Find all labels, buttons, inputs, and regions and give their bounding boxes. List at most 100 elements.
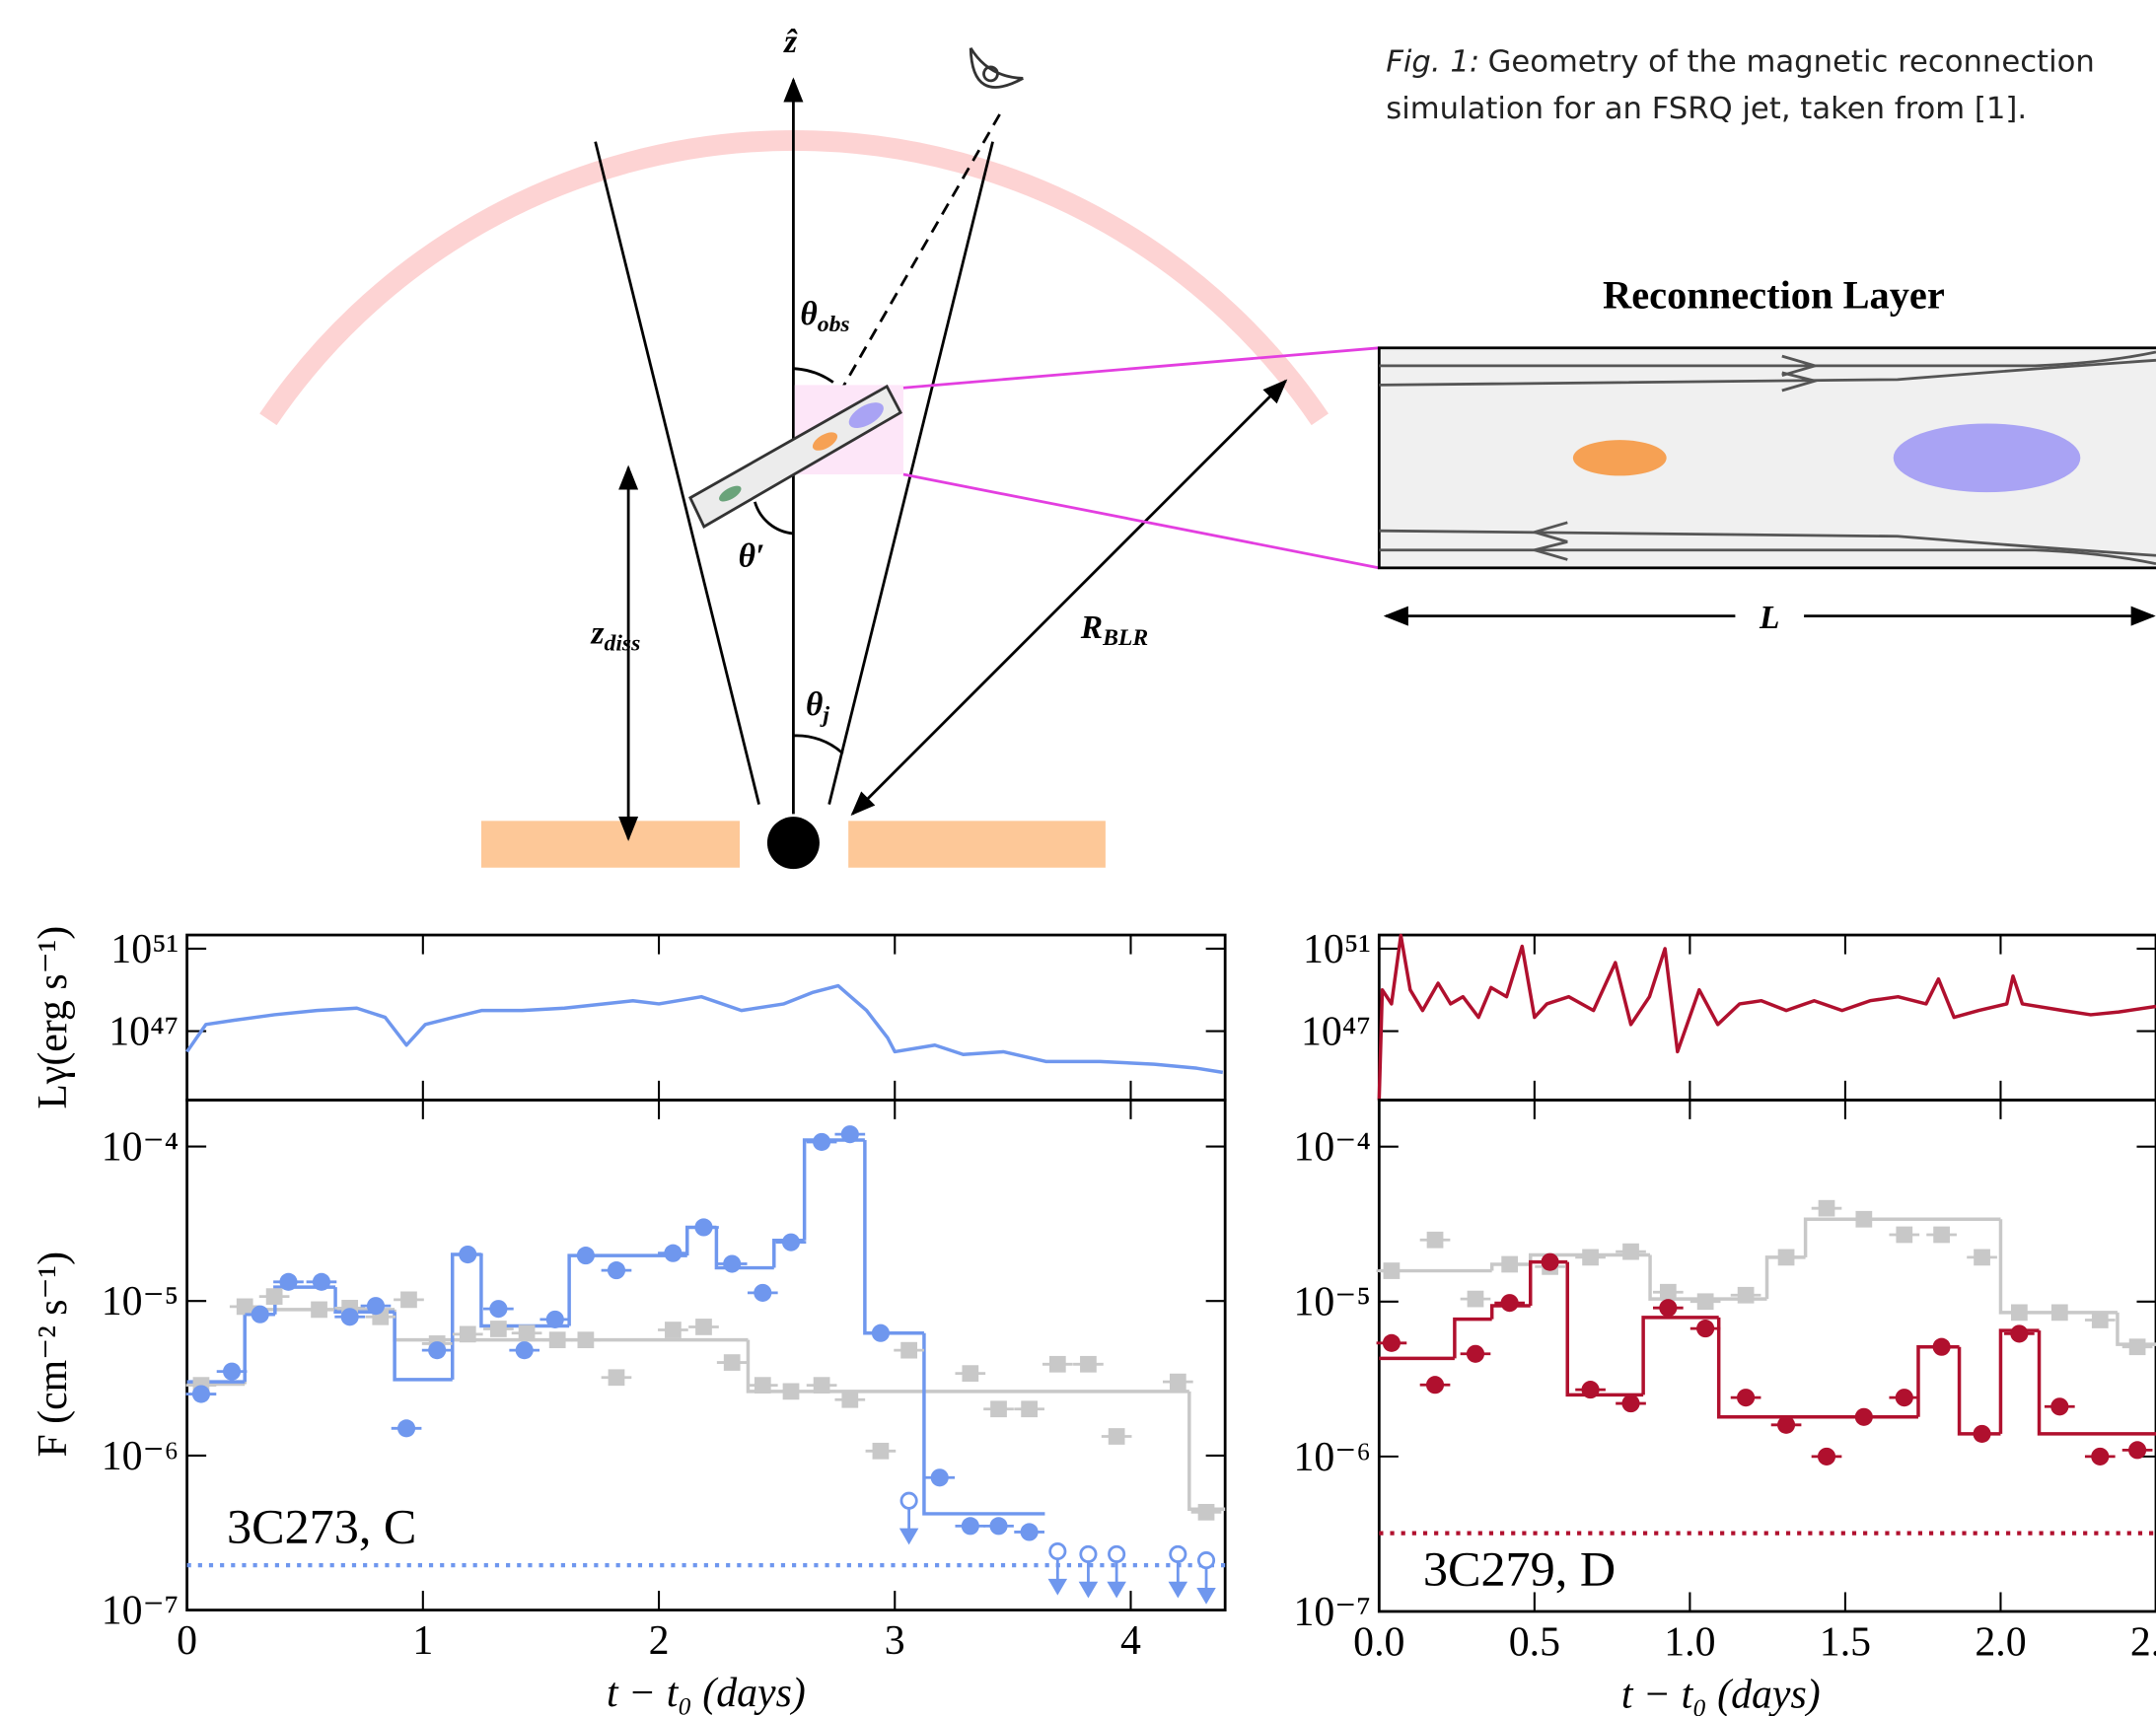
data-point <box>1542 1253 1559 1271</box>
x-tick-label: 0.5 <box>1509 1620 1560 1666</box>
x-tick-label: 1 <box>412 1618 433 1664</box>
data-point <box>1933 1227 1950 1244</box>
symbol: θ <box>800 296 817 332</box>
data-point <box>931 1468 949 1486</box>
model-step <box>453 1254 481 1380</box>
data-point <box>1896 1227 1912 1244</box>
data-point <box>990 1400 1007 1417</box>
r-blr-label: RBLR <box>1080 609 1148 651</box>
upper-limit-marker <box>1050 1543 1065 1558</box>
upper-limit <box>1196 1552 1216 1604</box>
data-point <box>1383 1334 1401 1352</box>
data-point <box>1468 1291 1484 1308</box>
length-label: L <box>1759 600 1779 636</box>
source-label: 3C279, D <box>1423 1540 1616 1596</box>
black-hole <box>767 817 820 869</box>
upper-limit-marker <box>1109 1546 1123 1561</box>
x-tick-label: 0.0 <box>1353 1620 1404 1666</box>
data-point <box>608 1261 625 1279</box>
plot-frame <box>187 935 1226 1100</box>
data-point <box>2129 1338 2146 1355</box>
data-point <box>1501 1256 1518 1273</box>
caption-line: simulation for an FSRQ jet, taken from [… <box>1386 92 2027 126</box>
upper-limit <box>1107 1546 1126 1598</box>
model-step <box>395 1310 748 1340</box>
upper-limit-arrow <box>899 1529 919 1545</box>
y-tick-label: 10⁴⁷ <box>1301 1010 1371 1055</box>
model-step <box>1567 1262 1643 1395</box>
upper-limit-arrow <box>1079 1582 1099 1599</box>
upper-limit <box>1079 1546 1099 1598</box>
data-point <box>782 1234 800 1251</box>
data-point <box>400 1292 417 1309</box>
luminosity-line <box>187 986 1223 1073</box>
data-point <box>2011 1304 2028 1321</box>
data-point <box>1427 1232 1444 1249</box>
data-point <box>1049 1356 1066 1373</box>
y-tick-label: 10⁵¹ <box>110 927 179 972</box>
model-step <box>924 1333 1044 1514</box>
data-point <box>1109 1428 1125 1445</box>
x-tick-label: 2.5 <box>2130 1620 2156 1666</box>
data-point <box>989 1517 1007 1535</box>
y-tick-label: 10⁻⁵ <box>102 1279 179 1324</box>
subscript: BLR <box>1102 625 1148 651</box>
data-point <box>1778 1250 1795 1266</box>
data-point <box>519 1324 536 1341</box>
data-point <box>2092 1312 2109 1328</box>
data-point <box>1384 1262 1401 1279</box>
upper-limit-arrow <box>1169 1582 1188 1599</box>
data-point <box>546 1311 564 1328</box>
data-point <box>1896 1389 1913 1406</box>
y-tick-label: 10⁻⁴ <box>102 1124 179 1170</box>
data-point <box>237 1299 253 1316</box>
data-point <box>873 1443 890 1460</box>
data-point <box>1855 1408 1873 1426</box>
data-point <box>459 1246 476 1263</box>
model-step <box>245 1310 395 1385</box>
data-point <box>1697 1293 1714 1310</box>
data-point <box>1021 1523 1039 1540</box>
data-point <box>841 1392 858 1408</box>
upper-limit <box>1169 1546 1188 1598</box>
data-point <box>724 1354 741 1371</box>
plot-panel: 10⁵¹10⁴⁷Lγ(erg s⁻¹) <box>31 926 1225 1109</box>
upper-limit-arrow <box>1107 1582 1126 1599</box>
data-point <box>341 1308 359 1325</box>
data-point <box>1974 1250 1990 1266</box>
y-tick-label: 10⁻⁶ <box>1293 1435 1370 1480</box>
upper-limit <box>899 1493 919 1544</box>
data-point <box>1621 1394 1639 1412</box>
plot-frame <box>1379 935 2156 1100</box>
accretion-disk <box>481 821 740 867</box>
angle-arc <box>793 369 832 383</box>
model-step <box>2000 1219 2117 1313</box>
caption-text: Geometry of the magnetic reconnection <box>1488 45 2095 80</box>
data-point <box>460 1325 476 1342</box>
x-tick-label: 1.5 <box>1820 1620 1871 1666</box>
data-point <box>1080 1356 1097 1373</box>
data-point <box>1737 1389 1755 1406</box>
data-point <box>962 1517 979 1535</box>
data-point <box>2051 1304 2068 1321</box>
data-point <box>813 1133 830 1151</box>
data-point <box>695 1319 712 1335</box>
theta-obs-label: θobs <box>800 296 849 337</box>
upper-limit-marker <box>1198 1552 1213 1567</box>
zoom-line <box>903 474 1379 568</box>
model-step <box>569 1255 687 1325</box>
model-step <box>1189 1392 1225 1509</box>
data-point <box>1660 1284 1677 1301</box>
z-diss-label: zdiss <box>590 615 640 657</box>
z-axis-label: ẑ <box>783 24 798 60</box>
observer-eye <box>959 48 1024 100</box>
symbol: z <box>590 615 604 652</box>
data-point <box>489 1300 507 1318</box>
data-point <box>1819 1200 1835 1217</box>
jet-diagram: ẑ θobs θ′ θj zdiss RBLR <box>268 24 1379 869</box>
y-tick-label: 10⁵¹ <box>1303 927 1371 972</box>
model-step <box>805 1140 865 1241</box>
y-tick-label: 10⁻⁴ <box>1293 1125 1370 1171</box>
accretion-disk <box>848 821 1106 867</box>
